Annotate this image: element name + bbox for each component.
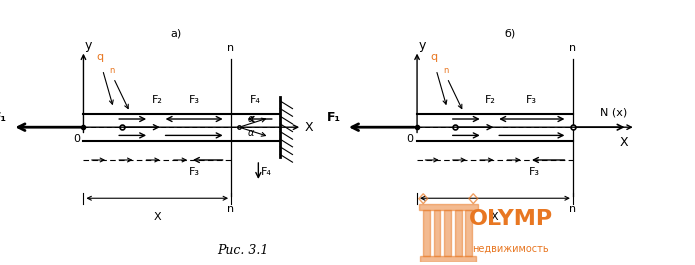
Text: F₄: F₄ <box>250 95 261 105</box>
FancyBboxPatch shape <box>423 210 430 256</box>
Text: y: y <box>418 39 426 52</box>
Text: X: X <box>305 121 313 134</box>
FancyBboxPatch shape <box>419 204 477 210</box>
FancyBboxPatch shape <box>466 210 473 256</box>
Text: n: n <box>443 66 448 75</box>
Text: недвижимость: недвижимость <box>473 244 549 254</box>
Text: n: n <box>227 43 235 54</box>
Text: y: y <box>85 39 92 52</box>
Text: б): б) <box>505 29 516 39</box>
Text: F₃: F₃ <box>526 95 537 105</box>
Text: F₃: F₃ <box>529 167 540 177</box>
Text: n: n <box>109 66 115 75</box>
FancyBboxPatch shape <box>420 256 477 262</box>
Text: OLYMP: OLYMP <box>468 209 553 229</box>
Text: n: n <box>569 204 576 214</box>
Text: X: X <box>619 136 628 149</box>
Text: n: n <box>569 43 576 54</box>
Text: N (x): N (x) <box>600 107 628 117</box>
Text: а): а) <box>171 29 182 39</box>
Text: F₁: F₁ <box>327 112 341 125</box>
Text: F₂: F₂ <box>485 95 496 105</box>
Text: q: q <box>430 52 438 62</box>
Text: 0: 0 <box>407 134 414 144</box>
Text: X: X <box>491 212 499 222</box>
FancyBboxPatch shape <box>434 210 441 256</box>
Text: α: α <box>247 114 254 124</box>
Text: Рис. 3.1: Рис. 3.1 <box>218 244 269 257</box>
Text: F₄: F₄ <box>261 167 272 177</box>
Text: α: α <box>247 128 254 138</box>
Text: F₃: F₃ <box>188 95 199 105</box>
Text: X: X <box>154 212 161 222</box>
Text: 0: 0 <box>73 134 80 144</box>
Text: F₂: F₂ <box>152 95 163 105</box>
FancyBboxPatch shape <box>455 210 461 256</box>
Text: F₃: F₃ <box>188 167 199 177</box>
FancyBboxPatch shape <box>444 210 451 256</box>
Text: n: n <box>227 204 235 214</box>
Text: q: q <box>97 52 104 62</box>
Text: F₁: F₁ <box>0 112 7 125</box>
